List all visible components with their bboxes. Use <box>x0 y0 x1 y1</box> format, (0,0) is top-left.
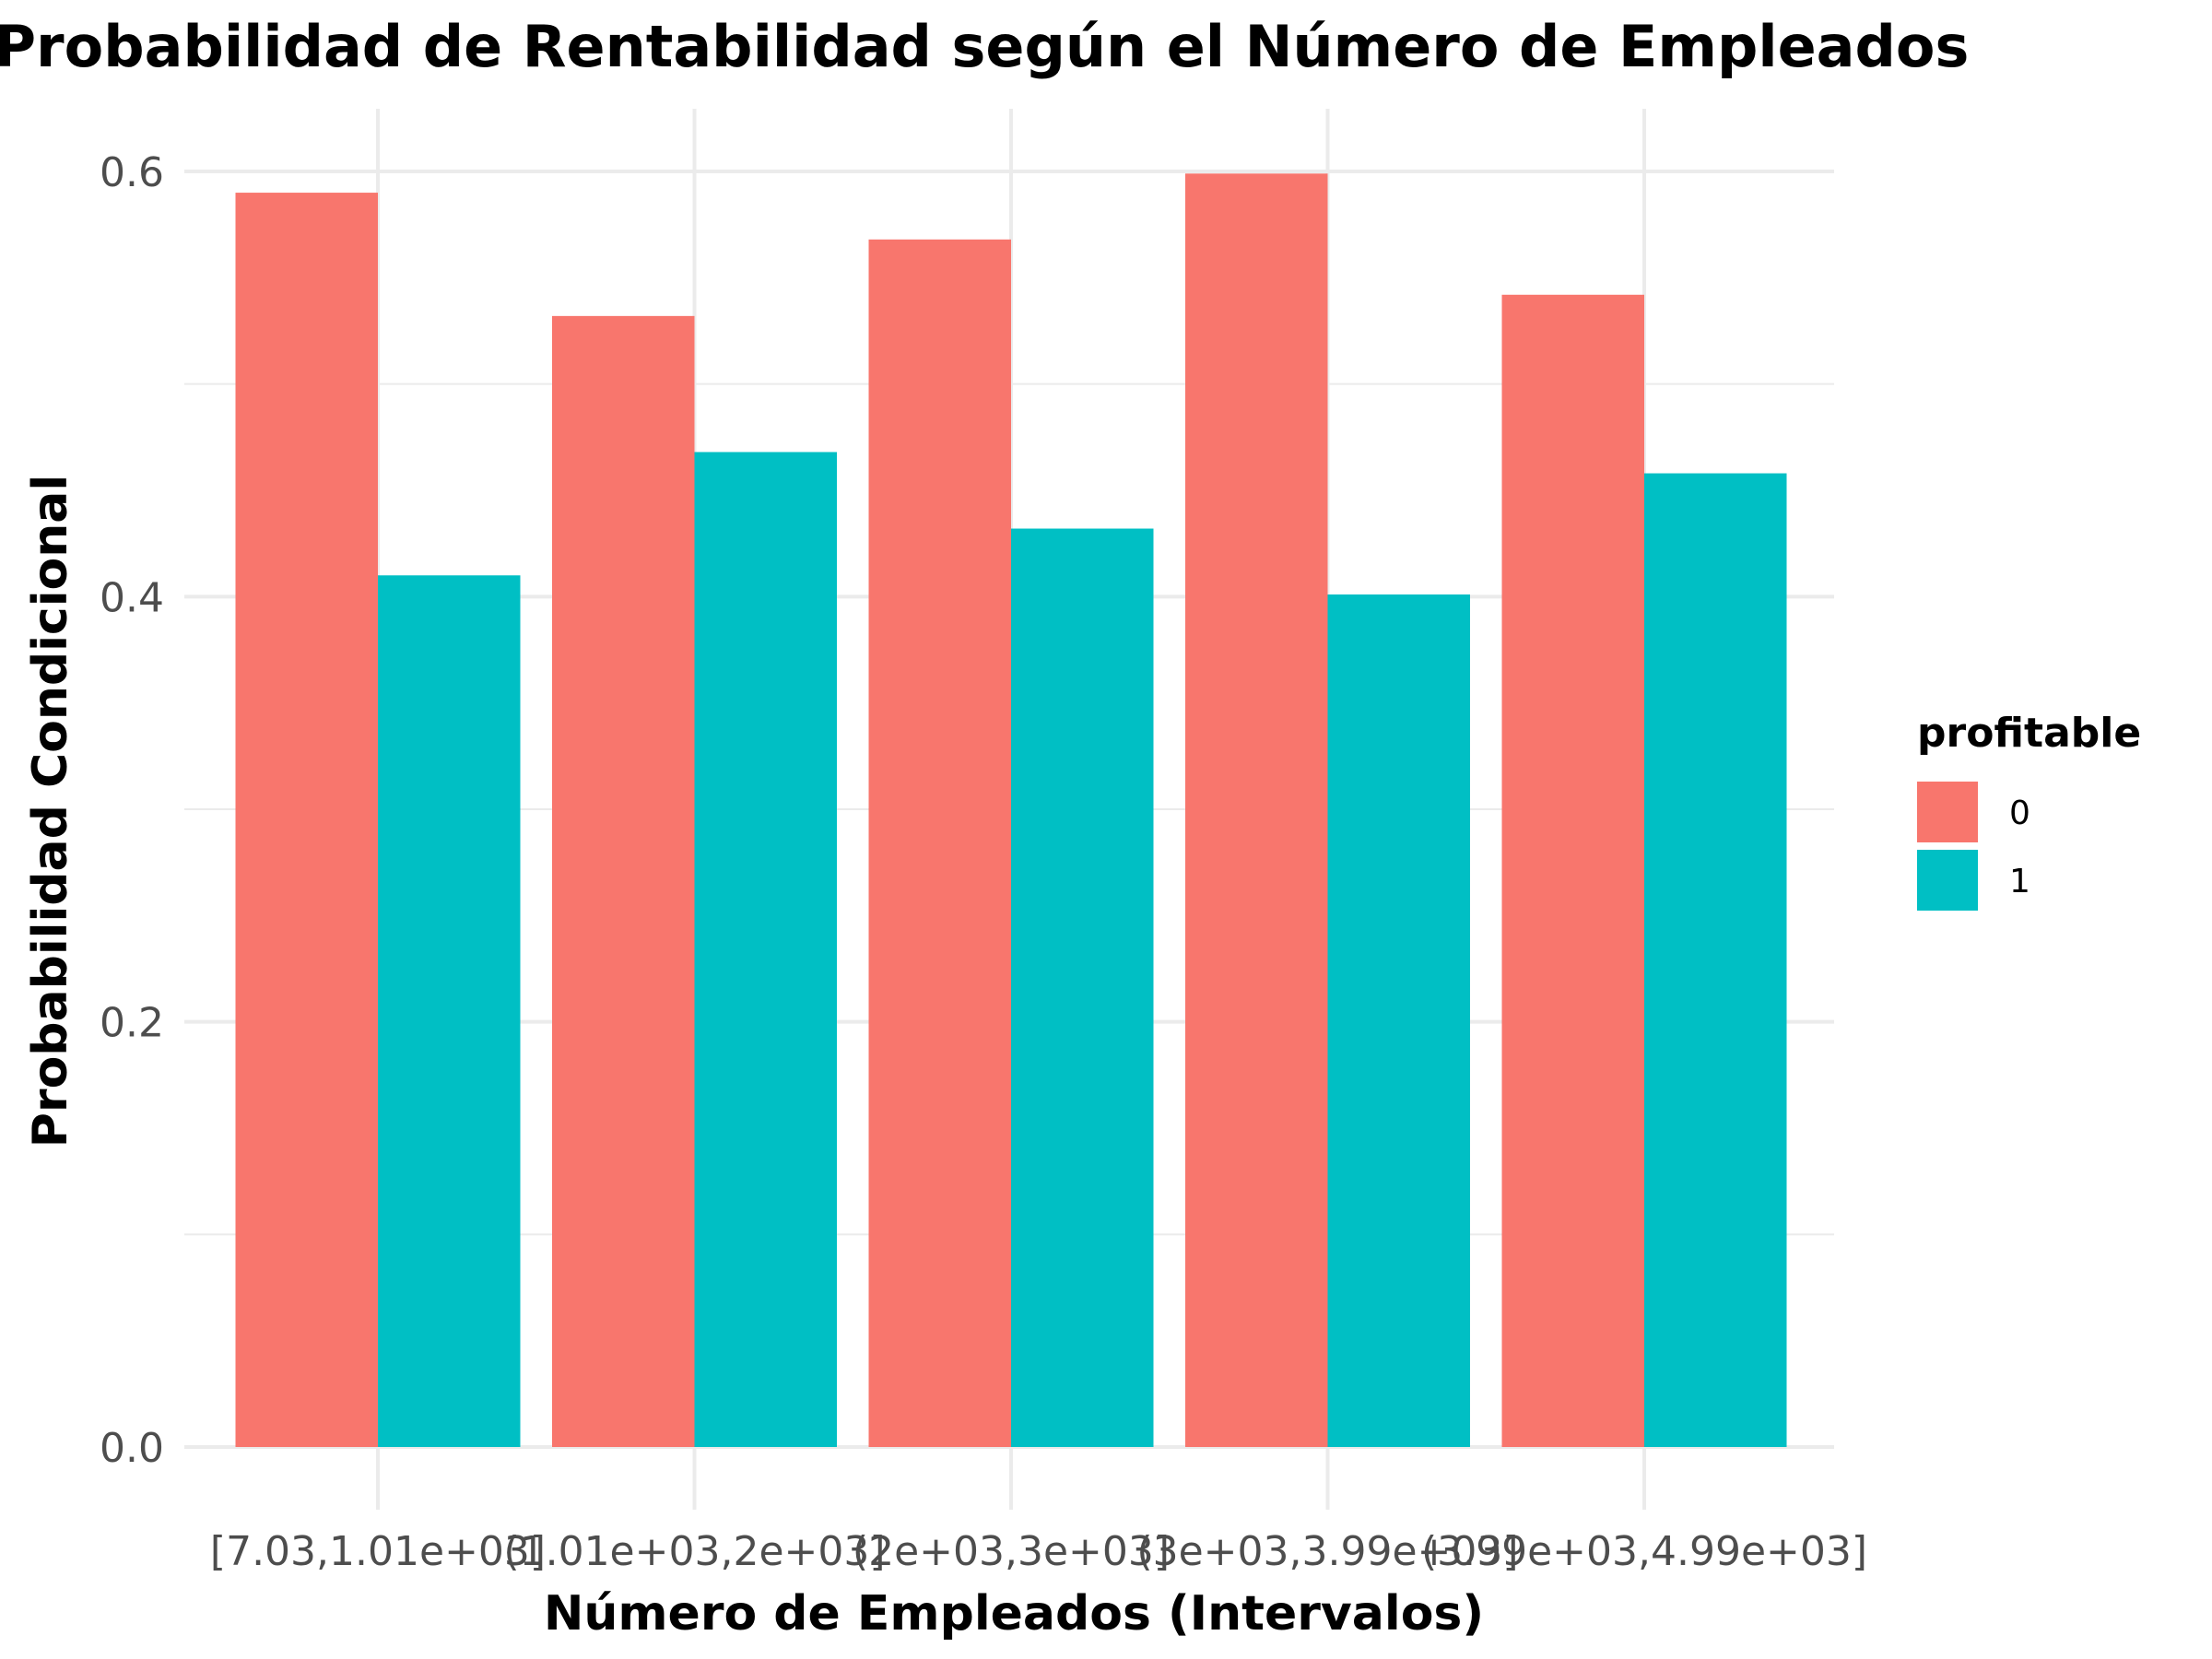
bar-series-1-2 <box>1011 528 1154 1447</box>
legend-swatch-1 <box>1917 850 1978 911</box>
bar-series-1-1 <box>694 452 837 1448</box>
x-tick-label: [7.03,1.01e+03] <box>210 1528 546 1575</box>
y-tick-label: 0.2 <box>100 1000 164 1047</box>
y-tick-label: 0.6 <box>100 149 164 196</box>
bar-series-1-3 <box>1327 594 1470 1447</box>
legend-title: profitable <box>1917 710 2141 757</box>
y-tick-label: 0.0 <box>100 1425 164 1472</box>
y-tick-label: 0.4 <box>100 574 164 621</box>
bar-series-1-0 <box>378 575 521 1447</box>
legend-items: 01 <box>1917 782 2030 911</box>
y-axis-ticks: 0.0 0.2 0.4 0.6 <box>100 149 164 1472</box>
x-tick-label: (2e+03,3e+03] <box>853 1528 1170 1575</box>
bar-series-0-0 <box>235 193 378 1448</box>
legend: profitable 01 <box>1917 710 2141 911</box>
x-tick-label: (1.01e+03,2e+03] <box>503 1528 885 1575</box>
x-tick-label: (3e+03,3.99e+03] <box>1136 1528 1518 1575</box>
x-axis-title: Número de Empleados (Intervalos) <box>544 1586 1484 1641</box>
bar-series-1-4 <box>1644 473 1787 1448</box>
bar-series-0-4 <box>1501 294 1644 1448</box>
bar-series-0-2 <box>868 239 1011 1447</box>
bar-series-0-3 <box>1185 173 1328 1448</box>
chart-title: Probabilidad de Rentabilidad según el Nú… <box>0 13 1969 80</box>
x-tick-label: (3.99e+03,4.99e+03] <box>1421 1528 1867 1575</box>
legend-label-1: 1 <box>2009 863 2030 900</box>
bars <box>235 173 1787 1448</box>
y-axis-title: Probabilidad Condicional <box>23 475 78 1147</box>
legend-label-0: 0 <box>2009 794 2030 832</box>
bar-series-0-1 <box>552 315 695 1448</box>
x-axis-ticks: [7.03,1.01e+03](1.01e+03,2e+03](2e+03,3e… <box>210 1528 1867 1575</box>
legend-swatch-0 <box>1917 782 1978 842</box>
